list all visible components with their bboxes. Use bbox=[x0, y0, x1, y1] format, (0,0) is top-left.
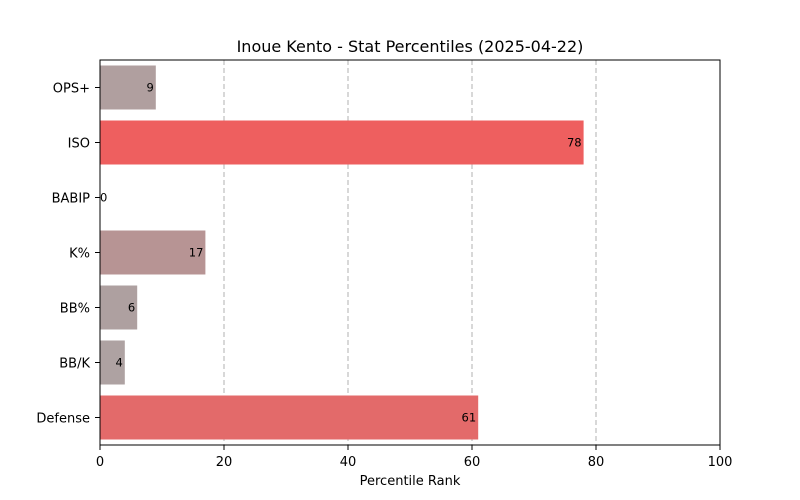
bar bbox=[100, 395, 479, 440]
bar bbox=[100, 285, 138, 330]
y-tick-label: Defense bbox=[36, 412, 90, 427]
x-tick-label: 20 bbox=[216, 455, 233, 470]
bar bbox=[100, 340, 125, 385]
x-tick-label: 0 bbox=[96, 455, 104, 470]
grid-lines bbox=[223, 60, 597, 445]
bar bbox=[100, 120, 584, 165]
data-label: 17 bbox=[189, 246, 204, 260]
chart-title: Inoue Kento - Stat Percentiles (2025-04-… bbox=[237, 37, 584, 56]
y-axis-ticks: OPS+ ISO BABIP K% BB% BB/K Defense bbox=[36, 82, 100, 427]
x-tick-label: 80 bbox=[588, 455, 605, 470]
x-tick-label: 40 bbox=[340, 455, 357, 470]
x-tick-label: 100 bbox=[708, 455, 733, 470]
x-tick-label: 60 bbox=[464, 455, 481, 470]
bars bbox=[100, 65, 584, 440]
data-label: 4 bbox=[115, 356, 122, 370]
data-label: 6 bbox=[128, 301, 135, 315]
y-tick-label: ISO bbox=[68, 137, 90, 152]
y-tick-label: BABIP bbox=[52, 192, 91, 207]
data-label: 61 bbox=[462, 411, 477, 425]
y-tick-label: BB/K bbox=[59, 357, 90, 372]
x-axis-label: Percentile Rank bbox=[360, 474, 461, 489]
y-tick-label: BB% bbox=[60, 302, 90, 317]
data-labels: 9 78 0 17 6 4 61 bbox=[100, 81, 582, 425]
x-axis-ticks: 0 20 40 60 80 100 bbox=[96, 445, 733, 470]
data-label: 78 bbox=[567, 136, 582, 150]
bar bbox=[100, 230, 206, 275]
bar bbox=[100, 65, 156, 110]
y-tick-label: OPS+ bbox=[53, 82, 90, 97]
data-label: 9 bbox=[146, 81, 153, 95]
y-tick-label: K% bbox=[69, 247, 90, 262]
data-label: 0 bbox=[100, 191, 107, 205]
